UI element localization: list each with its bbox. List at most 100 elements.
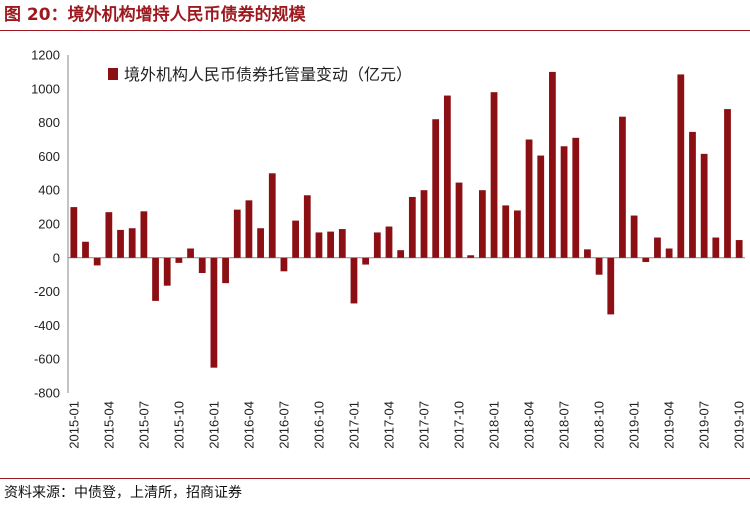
bar [677, 74, 685, 258]
bar [128, 228, 136, 258]
bars [70, 71, 743, 368]
bar [93, 257, 101, 266]
title-rule [0, 30, 750, 31]
bar [665, 248, 673, 258]
x-tick-label: 2018-10 [592, 401, 607, 449]
y-tick-label: -200 [34, 284, 60, 299]
figure-title: 图 20：境外机构增持人民币债券的规模 [4, 5, 306, 25]
bar [222, 257, 229, 284]
bar [105, 212, 113, 258]
bar [432, 119, 440, 258]
x-tick-label: 2017-10 [452, 401, 467, 449]
bar [338, 229, 346, 258]
bar [478, 190, 486, 258]
x-tick-label: 2017-04 [381, 401, 396, 449]
bar [724, 109, 731, 258]
x-tick-label: 2015-10 [171, 401, 186, 449]
x-tick-label: 2016-04 [241, 401, 256, 449]
y-tick-label: -400 [34, 318, 60, 333]
x-tick-label: 2016-07 [276, 401, 291, 449]
bar [163, 257, 171, 286]
x-tick-label: 2018-07 [557, 401, 572, 449]
x-axis: 2015-01 2015-04 2015-07 2015-10 2016-01 2016-… [66, 401, 746, 449]
x-tick-label: 2016-10 [311, 401, 326, 449]
bar [689, 131, 696, 258]
bar [408, 196, 416, 258]
bar [467, 255, 475, 258]
bar [350, 257, 358, 304]
bar [490, 92, 498, 258]
bar [327, 231, 335, 258]
bar-chart: 1200 1000 800 600 400 200 0 -200 -400 -600 -800 20… [31, 48, 747, 449]
bar [549, 71, 556, 258]
bar [537, 155, 545, 258]
bar [233, 209, 241, 258]
y-tick-label: 1200 [31, 48, 60, 63]
y-axis: 1200 1000 800 600 400 200 0 -200 -400 -600 -800 [31, 48, 60, 401]
y-tick-label: 1000 [31, 81, 60, 96]
bar [362, 257, 370, 265]
x-tick-label: 2017-01 [346, 401, 361, 449]
x-tick-label: 2015-01 [66, 401, 81, 449]
source-note: 资料来源：中债登，上清所，招商证券 [4, 485, 242, 501]
bar [712, 237, 720, 258]
bar [140, 211, 148, 258]
bar [385, 226, 393, 258]
bar [595, 257, 603, 275]
bar [525, 139, 533, 258]
y-tick-label: -800 [34, 386, 60, 401]
bar [455, 182, 463, 258]
y-tick-label: 600 [38, 149, 60, 164]
bar [198, 257, 206, 274]
bar [257, 228, 264, 258]
x-tick-label: 2018-01 [487, 401, 502, 449]
bar [82, 241, 89, 258]
y-tick-label: -600 [34, 352, 60, 367]
bar [70, 207, 78, 258]
bar [117, 229, 124, 258]
bar [502, 205, 510, 258]
legend-label: 境外机构人民币债券托管量变动（亿元） [124, 65, 412, 84]
bar [152, 257, 159, 301]
x-tick-label: 2019-07 [697, 401, 712, 449]
footer-rule [0, 478, 750, 479]
y-tick-label: 400 [38, 183, 60, 198]
y-tick-label: 0 [53, 250, 60, 265]
bar [210, 257, 218, 368]
bar [619, 116, 626, 258]
bar [700, 153, 708, 258]
bar [175, 257, 183, 263]
x-tick-label: 2017-07 [417, 401, 432, 449]
x-tick-label: 2019-10 [732, 401, 747, 449]
x-tick-label: 2019-04 [662, 401, 677, 449]
bar [735, 240, 743, 258]
legend: 境外机构人民币债券托管量变动（亿元） [108, 65, 412, 84]
bar [303, 195, 311, 258]
bar [584, 249, 591, 258]
x-tick-label: 2019-01 [627, 401, 642, 449]
bar [514, 210, 521, 258]
x-tick-label: 2016-01 [206, 401, 221, 449]
bar [315, 232, 323, 258]
bar [560, 146, 568, 258]
bar [397, 250, 405, 258]
bar [630, 215, 638, 258]
bar [280, 257, 288, 272]
bar [268, 173, 276, 258]
x-tick-label: 2015-04 [101, 401, 116, 449]
bar [420, 190, 428, 258]
bar [245, 200, 253, 258]
bar [654, 237, 661, 258]
bar [443, 95, 451, 258]
x-tick-label: 2018-04 [522, 401, 537, 449]
bar [607, 257, 615, 315]
bar [187, 248, 194, 258]
bar [292, 220, 299, 258]
bar [373, 232, 381, 258]
bar [642, 257, 650, 263]
x-tick-label: 2015-07 [136, 401, 151, 449]
legend-swatch [108, 68, 118, 80]
bar [572, 137, 580, 258]
y-tick-label: 200 [38, 217, 60, 232]
y-tick-label: 800 [38, 115, 60, 130]
